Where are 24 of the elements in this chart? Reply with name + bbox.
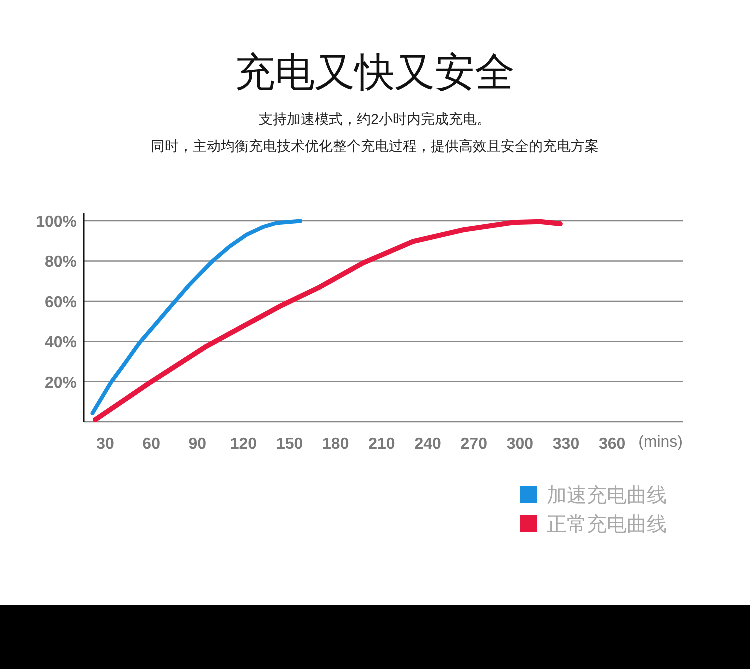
- x-tick-label: 210: [368, 436, 396, 453]
- y-tick-label: 60%: [44, 294, 77, 312]
- chart-title: 充电又快又安全: [235, 51, 515, 95]
- x-tick-label: 120: [230, 436, 258, 453]
- x-tick-label: 330: [552, 436, 580, 453]
- x-tick-label: 60: [142, 436, 161, 453]
- y-tick-label: 40%: [44, 334, 77, 352]
- x-tick-label: 180: [322, 436, 350, 453]
- x-tick-label: 150: [276, 436, 304, 453]
- legend-label: 正常充电曲线: [547, 514, 667, 536]
- x-axis-title: (mins): [638, 434, 683, 451]
- chart-subtitle: 支持加速模式，约2小时内完成充电。: [259, 111, 491, 127]
- x-tick-label: 360: [598, 436, 626, 453]
- x-tick-label: 90: [188, 436, 207, 453]
- legend-label: 加速充电曲线: [547, 485, 667, 507]
- y-tick-label: 80%: [44, 254, 77, 272]
- y-tick-label: 100%: [36, 214, 77, 232]
- y-tick-label: 20%: [44, 374, 77, 392]
- text: 同时，主动均衡充电技术优化整个充电过程，提供高效且安全的充电方案: [151, 138, 599, 154]
- x-tick-label: 30: [96, 436, 115, 453]
- x-tick-label: 240: [414, 436, 442, 453]
- line-series: [90, 219, 303, 416]
- x-tick-label: 300: [506, 436, 534, 453]
- x-tick-label: 270: [460, 436, 488, 453]
